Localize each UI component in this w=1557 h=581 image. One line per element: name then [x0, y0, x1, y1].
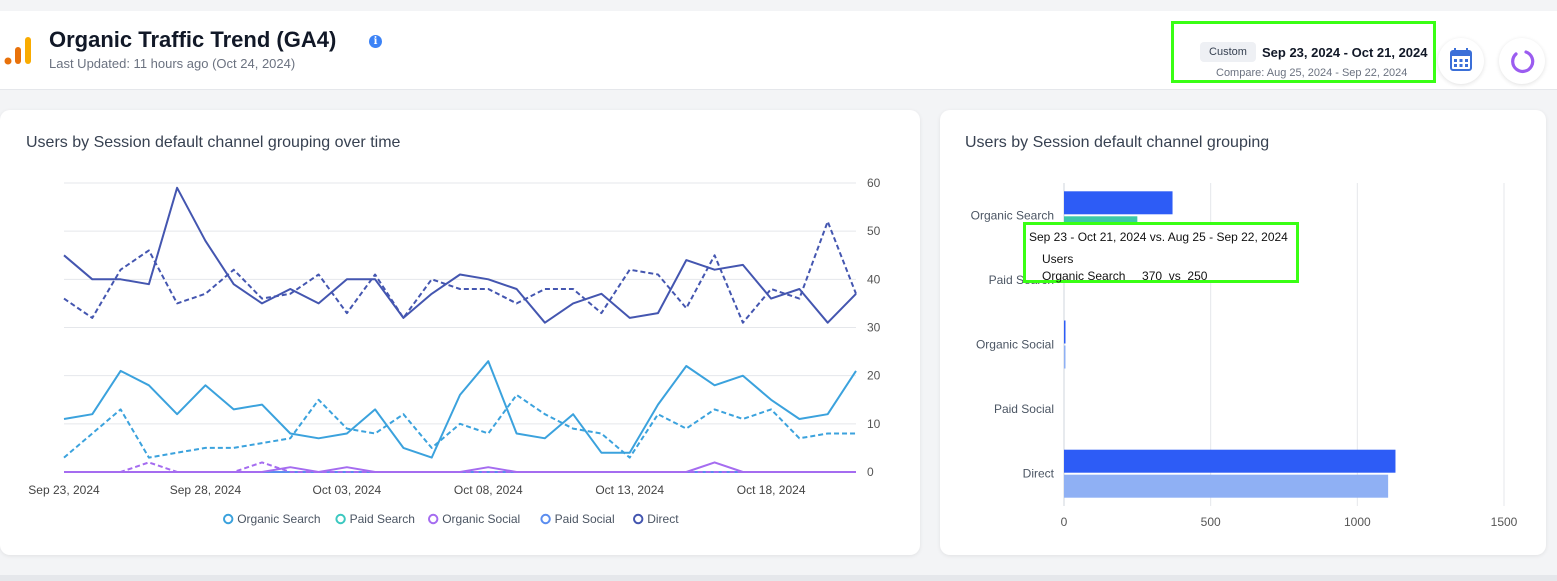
x-tick-label: Sep 23, 2024 [28, 483, 100, 497]
bar-chart-card: Users by Session default channel groupin… [940, 110, 1546, 555]
bottom-strip [0, 575, 1557, 581]
y-tick-label: 0 [867, 465, 874, 479]
bar-current [1064, 449, 1396, 473]
page-header: Organic Traffic Trend (GA4) i Last Updat… [0, 11, 1557, 90]
tooltip-metric: Users [1042, 252, 1074, 266]
line-chart-title: Users by Session default channel groupin… [26, 134, 401, 151]
custom-range-badge[interactable]: Custom [1200, 42, 1256, 62]
legend-marker [428, 513, 439, 525]
series-line-organic-social-current [64, 461, 856, 473]
series-line-organic-search-current [63, 360, 857, 459]
x-tick-label: 500 [1201, 515, 1221, 529]
y-tick-label: 50 [867, 224, 881, 238]
category-label: Organic Search [971, 208, 1054, 222]
compare-range-text[interactable]: Compare: Aug 25, 2024 - Sep 22, 2024 [1216, 67, 1408, 79]
series-line-organic-search-compare [63, 393, 856, 459]
x-tick-label: Oct 13, 2024 [595, 483, 664, 497]
legend-label: Organic Search [237, 512, 320, 526]
x-tick-label: 0 [1061, 515, 1068, 529]
bar-current [1064, 320, 1066, 344]
tooltip-title: Sep 23 - Oct 21, 2024 vs. Aug 25 - Sep 2… [1029, 230, 1288, 244]
legend-item: Organic Social [428, 512, 520, 526]
legend-label: Direct [647, 512, 679, 526]
legend-item: Organic Search [223, 512, 321, 526]
legend-label: Organic Social [442, 512, 520, 526]
bar-chart-tooltip: Sep 23 - Oct 21, 2024 vs. Aug 25 - Sep 2… [1023, 222, 1299, 283]
y-tick-label: 20 [867, 369, 881, 383]
x-tick-label: 1500 [1491, 515, 1518, 529]
line-chart: 0 10 20 30 40 50 60 Sep 23, 2024 Sep 28, 2024 Oct… [28, 176, 881, 526]
x-tick-label: 1000 [1344, 515, 1371, 529]
line-chart-card: Users by Session default channel groupin… [0, 110, 920, 555]
legend-marker [633, 513, 644, 525]
legend-item: Paid Social [540, 512, 615, 526]
legend-marker [335, 513, 346, 525]
x-tick-label: Oct 18, 2024 [737, 483, 806, 497]
legend-marker [223, 513, 234, 525]
bar-compare [1064, 474, 1389, 498]
top-strip [0, 0, 1557, 11]
legend-label: Paid Social [555, 512, 615, 526]
page-title: Organic Traffic Trend (GA4) [49, 27, 337, 52]
y-tick-label: 30 [867, 321, 881, 335]
series-line-direct-compare [63, 220, 857, 324]
bar-current [1064, 191, 1173, 215]
y-tick-label: 10 [867, 417, 881, 431]
series-line-organic-social-compare [64, 461, 856, 473]
calendar-button[interactable] [1438, 38, 1484, 84]
bar-chart-title: Users by Session default channel groupin… [965, 134, 1270, 151]
x-tick-label: Oct 03, 2024 [312, 483, 381, 497]
date-range-text[interactable]: Sep 23, 2024 - Oct 21, 2024 [1262, 45, 1428, 60]
y-tick-label: 60 [867, 176, 881, 190]
calendar-icon [1450, 48, 1472, 71]
legend-label: Paid Search [350, 512, 415, 526]
tooltip-row: Organic Search 370 vs 250 [1042, 269, 1208, 283]
refresh-icon [1511, 50, 1535, 74]
y-tick-label: 40 [867, 272, 881, 286]
analytics-logo-icon [4, 37, 31, 65]
info-icon[interactable]: i [369, 35, 382, 48]
bar-compare [1064, 345, 1066, 369]
refresh-button[interactable] [1499, 38, 1545, 84]
series-line-direct-current [63, 186, 857, 324]
x-tick-label: Sep 28, 2024 [170, 483, 242, 497]
legend-item: Direct [633, 512, 679, 526]
date-range-selector[interactable] [1171, 21, 1436, 83]
category-label: Direct [1023, 467, 1055, 481]
legend-marker [540, 513, 551, 525]
category-label: Paid Social [994, 402, 1054, 416]
last-updated-text: Last Updated: 11 hours ago (Oct 24, 2024… [49, 56, 296, 71]
legend-item: Paid Search [335, 512, 415, 526]
category-label: Organic Social [976, 338, 1054, 352]
x-tick-label: Oct 08, 2024 [454, 483, 523, 497]
